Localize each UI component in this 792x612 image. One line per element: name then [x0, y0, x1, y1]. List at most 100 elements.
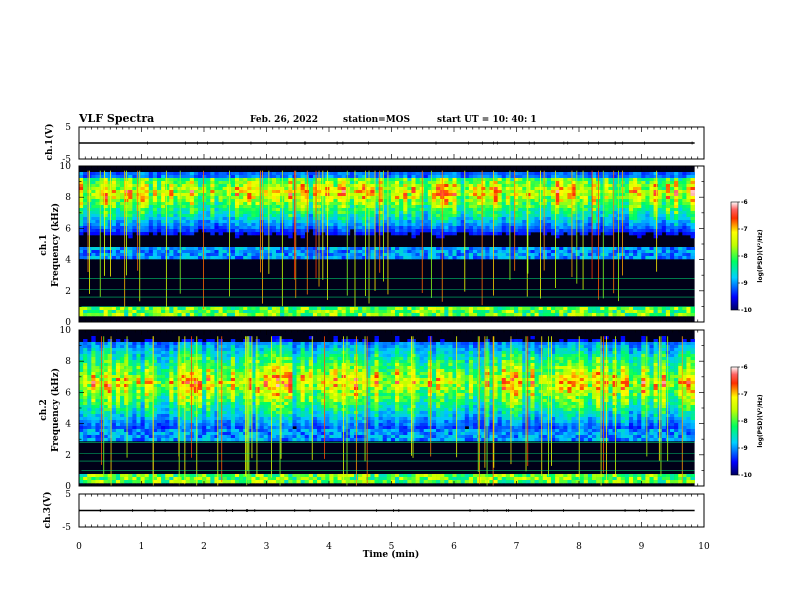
spectrogram-cell [452, 193, 457, 197]
spectrogram-cell [526, 187, 531, 191]
spectrogram-cell [271, 199, 277, 203]
spectrogram-cell [226, 226, 232, 230]
spectrogram-cell [337, 175, 342, 179]
spectrogram-cell [505, 196, 511, 200]
spectrogram-cell [345, 220, 351, 224]
spectrogram-cell [255, 223, 260, 227]
spectrogram-cell [193, 345, 199, 349]
spectrogram-cell [239, 196, 244, 200]
spectrogram-cell [128, 181, 133, 185]
spectrogram-cell [276, 208, 281, 212]
spectrogram-cell [444, 214, 449, 218]
spectrogram-cell [670, 217, 675, 221]
spectrogram-cell [501, 187, 507, 191]
spectrogram-cell [370, 342, 375, 346]
spectrogram-cell [230, 220, 236, 224]
spectrogram-cell [284, 214, 289, 218]
spectrogram-cell [604, 307, 609, 311]
spectrogram-cell [390, 172, 396, 176]
spectrogram-cell [284, 175, 289, 179]
spectrogram-cell [107, 339, 113, 343]
spectrogram-cell [321, 226, 326, 230]
spectrogram-cell [370, 307, 375, 311]
spectrogram-cell [641, 184, 646, 188]
spectrogram-cell [534, 208, 539, 212]
spectrogram-cell [468, 208, 474, 212]
spectrogram-cell [378, 184, 383, 188]
spectrogram-cell [144, 339, 150, 343]
spectrogram-cell [83, 313, 88, 317]
spectrogram-cell [177, 187, 182, 191]
spectrogram-cell [624, 175, 630, 179]
spectrogram-cell [501, 250, 507, 254]
spectrogram-cell [288, 205, 293, 209]
spectrogram-cell [83, 175, 88, 179]
spectrogram-cell [514, 214, 519, 218]
spectrogram-cell [489, 187, 494, 191]
spectrogram-cell [460, 307, 466, 311]
spectrogram-cell [509, 256, 515, 260]
spectrogram-cell [670, 187, 675, 191]
spectrogram-cell [657, 205, 663, 209]
spectrogram-cell [485, 217, 490, 221]
spectrogram-cell [665, 181, 671, 185]
spectrogram-cell [152, 184, 158, 188]
spectrogram-cell [628, 190, 634, 194]
spectrogram-cell [276, 211, 281, 215]
spectrogram-cell [489, 208, 494, 212]
spectrogram-cell [234, 256, 240, 260]
spectrogram-cell [99, 205, 104, 209]
spectrogram-cell [624, 310, 630, 314]
spectrogram-cell [276, 310, 281, 314]
spectrogram-cell [612, 172, 617, 176]
spectrogram-cell [144, 253, 150, 257]
spectrogram-cell [259, 250, 264, 254]
spectrogram-cell [341, 232, 347, 236]
spectrogram-cell [222, 178, 228, 182]
spectrogram-cell [296, 181, 301, 185]
spectrogram-cell [563, 178, 568, 182]
spectrogram-cell [661, 181, 667, 185]
spectrogram-cell [111, 313, 117, 317]
spectrogram-cell [345, 208, 351, 212]
spectrogram-cell [690, 342, 695, 346]
spectrogram-cell [378, 256, 383, 260]
spectrogram-cell [374, 193, 379, 197]
spectrogram-cell [185, 232, 191, 236]
spectrogram-cell [206, 205, 211, 209]
spectrogram-cell [107, 199, 113, 203]
spectrogram-cell [308, 307, 314, 311]
spectrogram-cell [690, 175, 695, 179]
spectrogram-cell [501, 247, 507, 251]
spectrogram-cell [633, 208, 638, 212]
spectrogram-cell [234, 232, 240, 236]
spectrogram-cell [571, 208, 576, 212]
spectrogram-cell [456, 223, 461, 227]
spectrogram-cell [210, 220, 215, 224]
spectrogram-cell [128, 307, 133, 311]
spectrogram-cell [111, 175, 117, 179]
spectrogram-cell [628, 313, 634, 317]
spectrogram-cell [189, 250, 195, 254]
spectrogram-cell [592, 247, 597, 251]
spectrogram-cell [288, 196, 293, 200]
spectrogram-cell [345, 345, 351, 349]
spectrogram-cell [505, 342, 511, 346]
spectrogram-cell [678, 175, 683, 179]
spectrogram-cell [271, 339, 277, 343]
spectrogram-cell [653, 247, 658, 251]
spectrogram-cell [333, 345, 338, 349]
spectrogram-cell [230, 211, 236, 215]
spectrogram-cell [641, 172, 646, 176]
spectrogram-cell [452, 229, 457, 233]
spectrogram-cell [103, 217, 109, 221]
spectrogram-cell [637, 223, 642, 227]
spectrogram-cell [95, 310, 100, 314]
spectrogram-cell [296, 220, 301, 224]
spectrogram-cell [148, 172, 154, 176]
spectrogram-cell [583, 214, 589, 218]
spectrogram-cell [592, 256, 597, 260]
spectrogram-cell [210, 184, 215, 188]
spectrogram-cell [337, 345, 342, 349]
spectrogram-cell [321, 172, 326, 176]
